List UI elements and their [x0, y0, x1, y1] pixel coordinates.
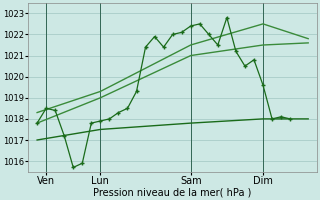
X-axis label: Pression niveau de la mer( hPa ): Pression niveau de la mer( hPa ) — [93, 187, 252, 197]
